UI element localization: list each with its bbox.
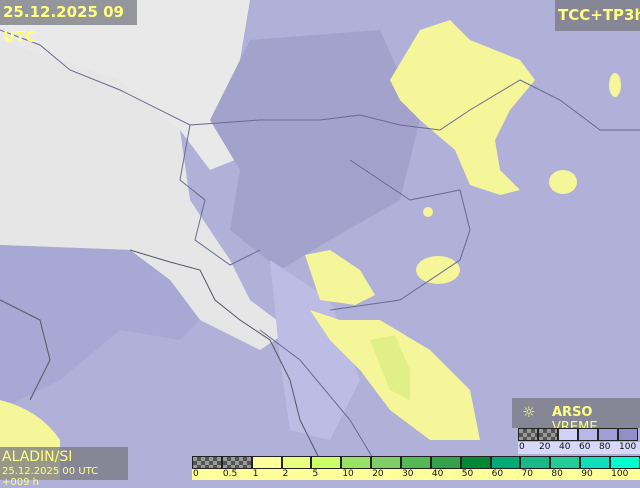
- legend-label: 90: [581, 469, 593, 479]
- legend-swatch: [371, 456, 402, 469]
- clear-land-west: [0, 0, 270, 170]
- legend-swatch: [192, 456, 222, 469]
- legend-label: 80: [551, 469, 563, 479]
- legend-label: 10: [342, 469, 354, 479]
- precip-area: [549, 170, 577, 194]
- legend-label: 0: [193, 469, 199, 479]
- adriatic-sea: [0, 245, 200, 410]
- legend-label: 70: [521, 469, 533, 479]
- legend-label: 20: [372, 469, 384, 479]
- legend-label: 5: [312, 469, 319, 479]
- cloud-cover-legend: [518, 428, 638, 441]
- legend-swatch: [520, 456, 551, 469]
- cloud-medium: [270, 260, 360, 440]
- legend-swatch: [558, 428, 578, 441]
- model-name: ALADIN/SI: [2, 449, 73, 465]
- legend-swatch: [598, 428, 618, 441]
- legend-label: 100: [611, 469, 629, 479]
- legend-swatch: [251, 456, 282, 469]
- border-lines: [0, 29, 640, 471]
- cloud-thick: [210, 30, 420, 270]
- legend-swatch: [538, 428, 558, 441]
- legend-swatch: [550, 456, 581, 469]
- legend-swatch: [490, 456, 521, 469]
- legend-label: 40: [431, 469, 444, 479]
- legend-swatch: [610, 456, 640, 469]
- coastline: [0, 249, 321, 461]
- arso-brand: ☼ ARSO VREME: [512, 398, 640, 435]
- legend-swatch: [281, 456, 312, 469]
- legend-label: 40: [559, 442, 571, 452]
- precip-area: [416, 256, 460, 284]
- legend-label: 30: [402, 469, 414, 479]
- model-run: 25.12.2025 00 UTC +009 h: [2, 466, 99, 488]
- legend-label: 60: [579, 442, 591, 452]
- legend-label: 50: [461, 469, 474, 479]
- precipitation-legend: [192, 456, 640, 469]
- legend-swatch: [311, 456, 342, 469]
- legend-label: 20: [539, 442, 551, 452]
- forecast-datetime: 25.12.2025 09 UTC: [0, 0, 137, 46]
- legend-label: 1: [252, 469, 259, 479]
- cloud-cover-scale: 0 20 40 60 80 100: [518, 442, 640, 454]
- legend-label: 0: [519, 442, 525, 452]
- clear-land-area: [0, 20, 290, 350]
- legend-label: 80: [599, 442, 611, 452]
- precip-area: [370, 335, 410, 400]
- legend-swatch: [518, 428, 538, 441]
- sun-icon: ☼: [522, 403, 536, 421]
- brand-bold: ARSO: [552, 405, 593, 420]
- legend-swatch: [341, 456, 372, 469]
- precip-area: [390, 20, 535, 195]
- legend-swatch: [221, 456, 252, 469]
- legend-swatch: [401, 456, 431, 469]
- legend-label: 60: [491, 469, 504, 479]
- precipitation-scale: 0 0.5 1 2 5 10 20 30 40 50 60 70 80 90 100: [192, 469, 640, 480]
- precip-area: [305, 250, 375, 305]
- legend-swatch: [618, 428, 638, 441]
- legend-swatch: [460, 456, 491, 469]
- parameter-label: TCC+TP3h: [555, 0, 640, 31]
- precip-area: [609, 73, 621, 97]
- legend-label: 2: [282, 469, 289, 479]
- legend-swatch: [430, 456, 461, 469]
- legend-label: 100: [619, 442, 637, 452]
- legend-label: 0.5: [222, 469, 238, 479]
- legend-swatch: [578, 428, 598, 441]
- precip-area: [423, 207, 433, 217]
- legend-swatch: [580, 456, 611, 469]
- model-info: ALADIN/SI 25.12.2025 00 UTC +009 h: [0, 447, 128, 488]
